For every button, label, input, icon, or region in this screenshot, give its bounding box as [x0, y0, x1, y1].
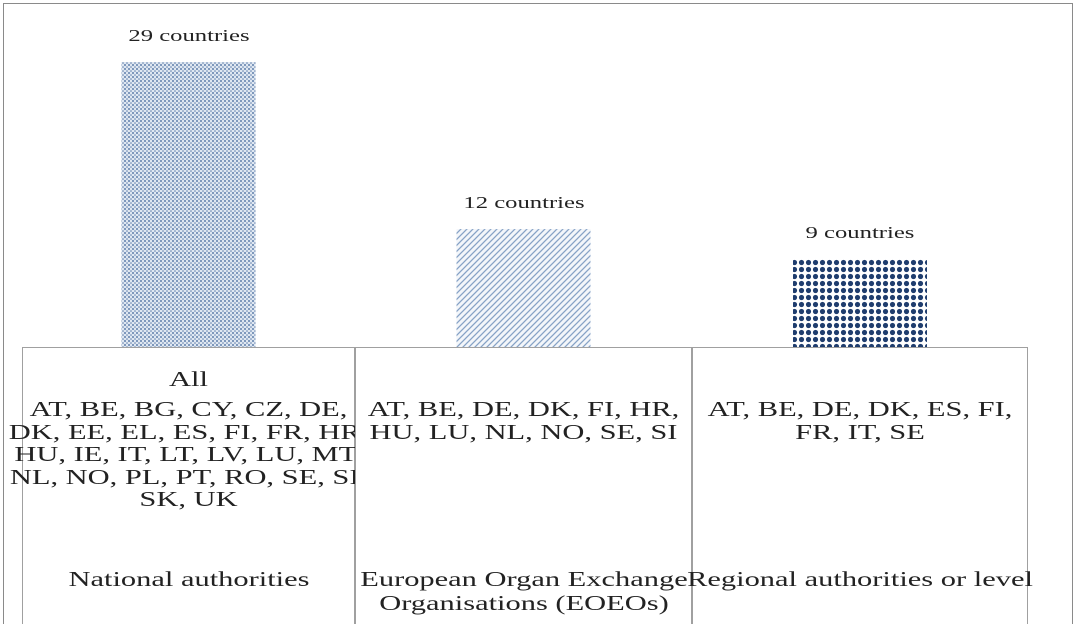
- bar: [121, 62, 256, 347]
- value-label: 29 countries: [127, 26, 250, 45]
- country-list: FR, IT, SE: [795, 419, 925, 444]
- country-list: NL, NO, PL, PT, RO, SE, SI,: [9, 464, 368, 489]
- category-label: National authorities: [67, 567, 310, 591]
- country-list: AT, BE, DE, DK, ES, FI,: [707, 397, 1013, 421]
- country-list: AT, BE, BG, CY, CZ, DE,: [29, 397, 348, 421]
- table-cell: AT, BE, DE, DK, ES, FI, FR, IT, SE Regiona…: [687, 347, 1033, 624]
- country-list: HU, LU, NL, NO, SE, SI: [369, 419, 678, 444]
- bar: [456, 229, 591, 347]
- frame: [3, 3, 1073, 624]
- country-list: HU, IE, IT, LT, LV, LU, MT,: [14, 442, 363, 466]
- value-label: 12 countries: [462, 193, 585, 213]
- bar: [793, 258, 927, 347]
- category-label: Regional authorities or level: [687, 567, 1033, 591]
- country-list: SK, UK: [139, 487, 238, 511]
- scope-label: All: [169, 367, 208, 391]
- country-list: AT, BE, DE, DK, FI, HR,: [367, 397, 680, 421]
- country-list: DK, EE, EL, ES, FI, FR, HR,: [8, 419, 369, 444]
- value-label: 9 countries: [805, 222, 915, 242]
- table-cell: AT, BE, DE, DK, FI, HR, HU, LU, NL, NO, S…: [355, 347, 692, 624]
- category-label: European Organ Exchange Organisations (E…: [359, 567, 688, 615]
- table-cell: All AT, BE, BG, CY, CZ, DE, DK, EE, EL, ES…: [9, 347, 368, 624]
